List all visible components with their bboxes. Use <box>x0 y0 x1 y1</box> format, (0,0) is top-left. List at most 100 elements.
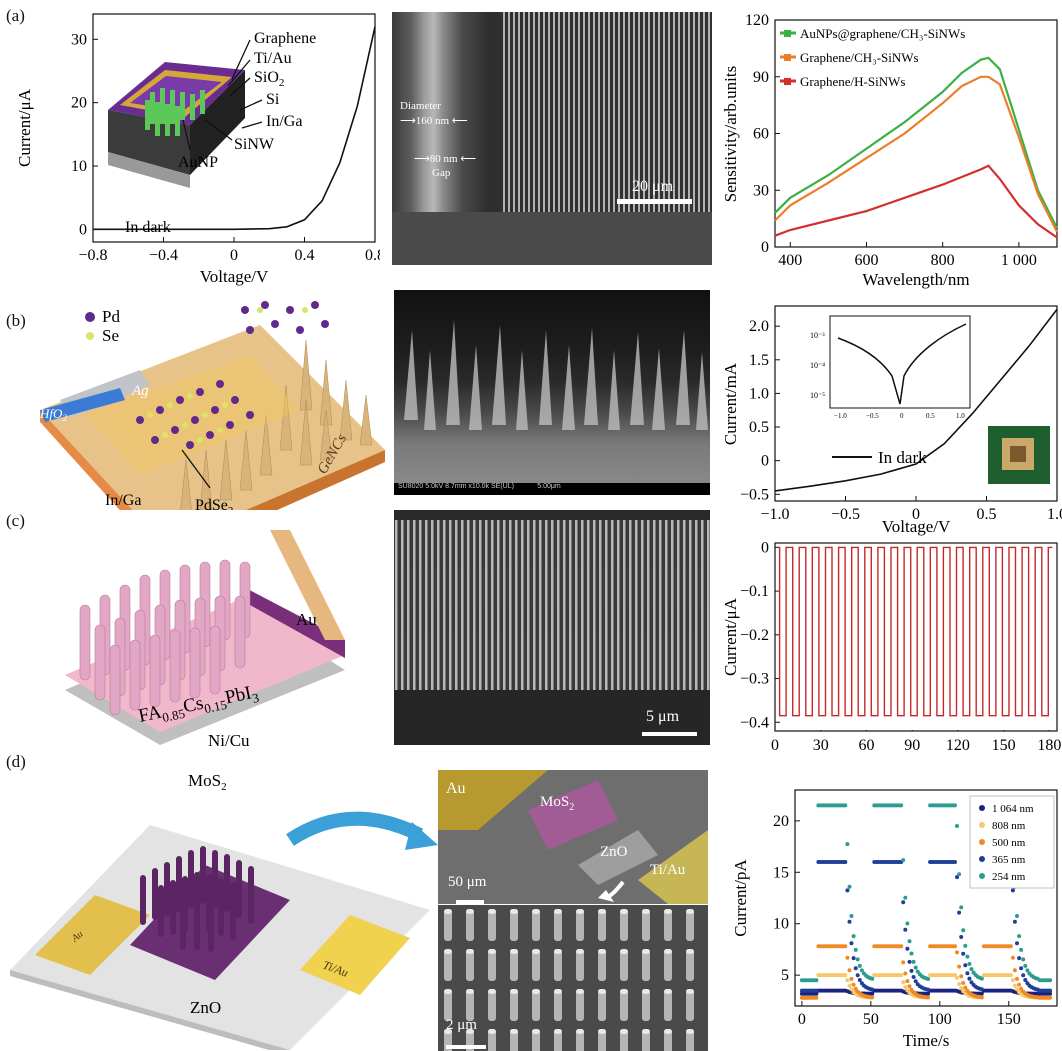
x-tick-label: −0.4 <box>149 247 178 264</box>
data-point <box>1019 966 1023 970</box>
data-point <box>852 934 856 938</box>
y-tick-label: 90 <box>753 69 769 86</box>
data-point <box>1017 983 1021 987</box>
y-tick-label: 0 <box>761 453 769 470</box>
legend-label: Graphene/H-SiNWs <box>800 74 905 89</box>
d-label-zno: ZnO <box>190 998 221 1017</box>
data-point <box>980 977 984 981</box>
x-tick-label: 0 <box>798 1011 806 1028</box>
data-point <box>870 995 874 999</box>
data-point <box>845 888 849 892</box>
data-point <box>852 956 856 960</box>
b-label-pdse2: PdSe2 <box>195 497 233 510</box>
data-point <box>870 977 874 981</box>
x-tick-label: −0.8 <box>78 247 107 264</box>
b-inset-ytick-1: 10⁻⁴ <box>810 361 825 370</box>
data-point <box>1011 956 1015 960</box>
data-point <box>856 973 860 977</box>
data-point <box>848 920 852 924</box>
data-point <box>1023 978 1027 982</box>
data-point <box>905 922 909 926</box>
y-tick-label: 0 <box>761 239 769 256</box>
b-label-se: Se <box>102 326 119 345</box>
a-sem-diameter-value: ⟶160 nm ⟵ <box>400 114 468 127</box>
x-tick-label: 90 <box>904 737 920 754</box>
data-point <box>1013 984 1017 988</box>
data-point <box>814 978 818 982</box>
b-sem-image: SU8020 5.0kV 8.7mm x10.0k SE(UL) 5.00μm <box>394 290 710 495</box>
data-point <box>905 947 909 951</box>
data-point <box>965 971 969 975</box>
data-point <box>901 900 905 904</box>
a-sem-diameter-label: Diameter <box>400 100 441 112</box>
data-point <box>1011 888 1015 892</box>
a-device-schematic: Graphene Ti/Au SiO2 Si In/Ga SiNW AuNP <box>108 30 316 188</box>
data-point <box>901 858 905 862</box>
data-point <box>848 968 852 972</box>
d-sem-label-tiau: Ti/Au <box>650 862 685 879</box>
data-point <box>955 976 959 980</box>
d-sem-top-image: Au MoS2 ZnO Ti/Au 50 μm <box>438 770 708 904</box>
data-point <box>953 803 957 807</box>
data-point <box>843 973 847 977</box>
data-point <box>843 860 847 864</box>
y-tick-label: −0.4 <box>740 714 769 731</box>
b-device-schematic: Pd Se Ag HfO2 GeNCs In/Ga PdSe2 <box>0 300 390 510</box>
data-point <box>845 956 849 960</box>
data-point <box>957 911 961 915</box>
data-point <box>843 944 847 948</box>
y-tick-label: 0.5 <box>749 419 769 436</box>
data-point <box>1013 968 1017 972</box>
data-point <box>961 952 965 956</box>
data-point <box>854 966 858 970</box>
data-point <box>899 944 903 948</box>
data-point <box>908 960 912 964</box>
d-arrow <box>290 819 420 840</box>
y-tick-label: 20 <box>71 95 87 112</box>
data-point <box>908 984 912 988</box>
a-label-sio2: SiO2 <box>254 69 284 89</box>
data-point <box>848 984 852 988</box>
a-iv-xlabel: Voltage/V <box>200 267 269 286</box>
data-point <box>905 979 909 983</box>
c-it-xaxis: 0 30 60 90 120 150 180 <box>720 730 1062 780</box>
data-point <box>926 988 930 992</box>
data-point <box>957 872 961 876</box>
data-point <box>850 941 854 945</box>
x-tick-label: 400 <box>778 252 802 269</box>
y-tick-label: 60 <box>753 126 769 143</box>
b-inset-xtick-1: −0.5 <box>866 412 879 420</box>
data-point <box>1048 978 1052 982</box>
data-point <box>858 978 862 982</box>
a-sens-xlabel: Wavelength/nm <box>862 270 969 289</box>
y-tick-label: 120 <box>745 12 769 29</box>
y-tick-label: −0.2 <box>740 627 769 644</box>
data-point <box>903 972 907 976</box>
a-sem-gap-value: ⟶80 nm ⟵ <box>414 152 476 165</box>
y-tick-label: 10 <box>773 916 789 933</box>
legend-label: 808 nm <box>992 820 1026 832</box>
data-point <box>957 982 961 986</box>
a-label-tiau: Ti/Au <box>254 50 292 67</box>
x-tick-label: −1.0 <box>760 506 789 523</box>
x-tick-label: −0.5 <box>831 506 860 523</box>
a-sens-legend: AuNPs@graphene/CH₃-SiNWs Graphene/CH₃-SiN… <box>780 26 965 89</box>
legend-label: AuNPs@graphene/CH₃-SiNWs <box>800 26 965 41</box>
legend-marker <box>784 30 791 37</box>
d-sem-label-mos2: MoS2 <box>540 794 574 813</box>
a-iv-chart: −0.8−0.400.40.80102030 In dark Voltage/V… <box>0 0 380 290</box>
x-tick-label: 50 <box>863 1011 879 1028</box>
legend-marker <box>979 822 985 828</box>
d-label-mos2: MoS2 <box>188 771 227 793</box>
c-it-series <box>778 547 1052 715</box>
c-it-frame <box>775 543 1057 731</box>
d-it-ylabel: Current/pA <box>731 859 750 937</box>
data-point <box>850 977 854 981</box>
x-tick-label: 150 <box>997 1011 1021 1028</box>
sens-series-line <box>775 77 1057 232</box>
legend-marker <box>979 873 985 879</box>
a-sem-scale-bar: 20 μm <box>632 178 673 196</box>
data-point <box>959 974 963 978</box>
a-label-graphene: Graphene <box>254 30 316 47</box>
data-point <box>899 803 903 807</box>
